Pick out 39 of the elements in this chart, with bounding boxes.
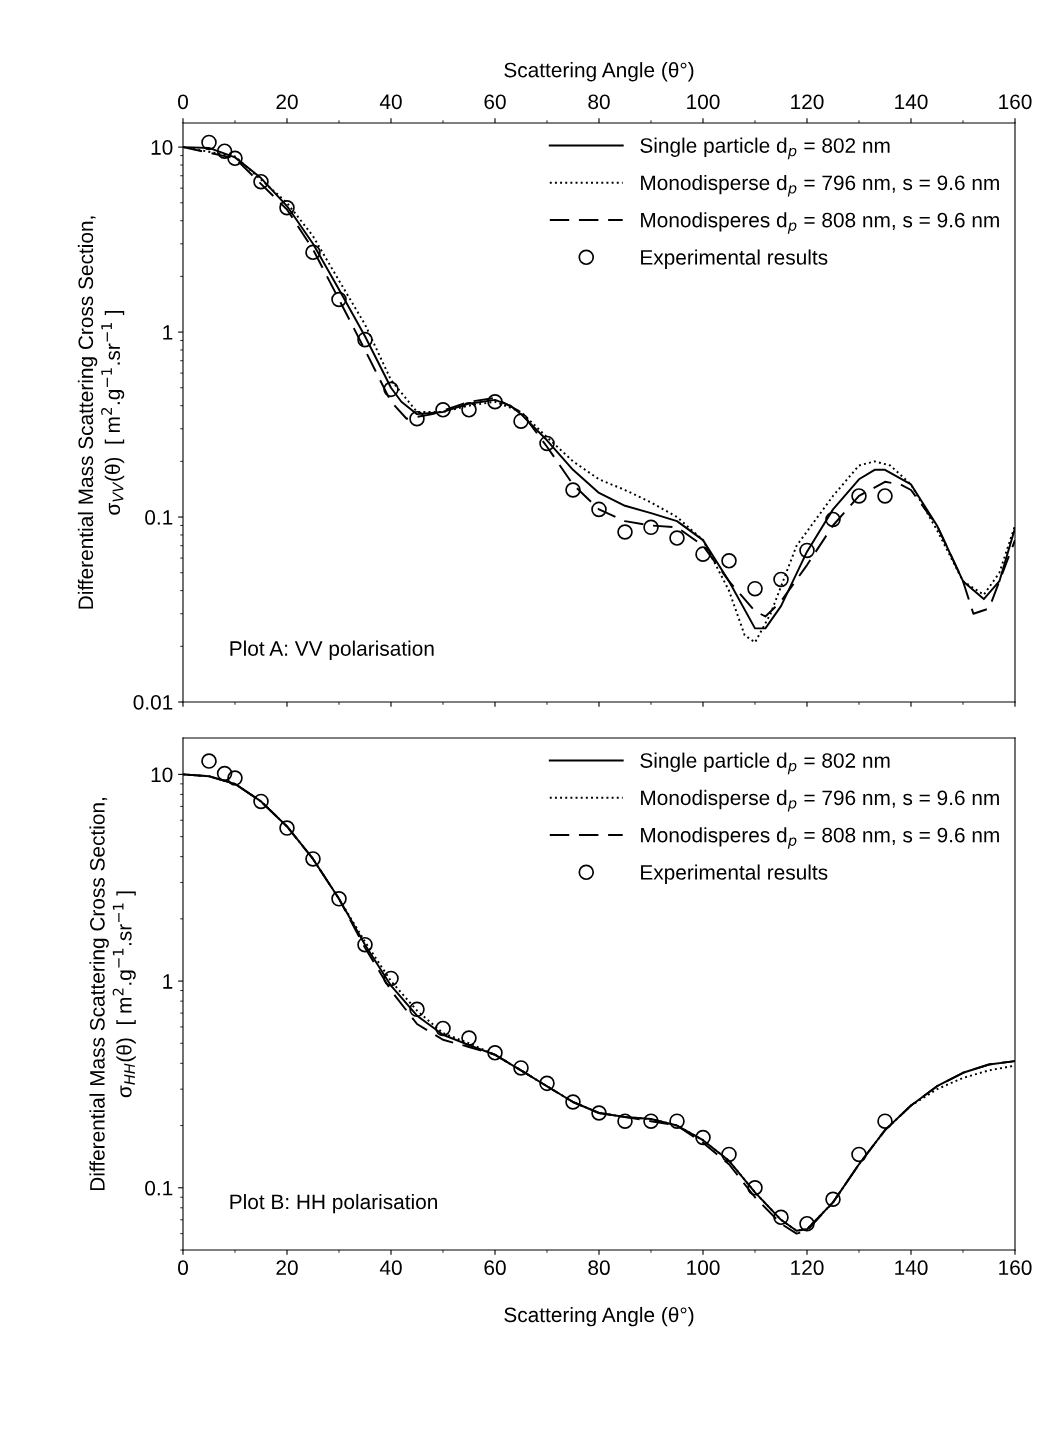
annotation: Plot B: HH polarisation: [230, 1193, 437, 1214]
x-tick-label: 40: [379, 1260, 402, 1276]
legend-label: Single particle d$_{p}$ = 802 nm: [640, 137, 890, 160]
x-axis-title: Scattering Angle (θ°): [504, 62, 694, 82]
legend-label: Experimental results: [641, 249, 828, 269]
x-tick-label: 140: [895, 1260, 928, 1276]
x-tick-label: 160: [999, 94, 1032, 110]
x-tick-label: 100: [687, 1260, 720, 1276]
x-tick-label: 120: [791, 94, 824, 110]
y-tick-label: 1: [163, 325, 173, 340]
y-tick-label: 0.1: [145, 510, 173, 525]
legend-label: Monodisperse d$_{p}$ = 796 nm, s = 9.6 nm: [641, 174, 999, 197]
legend-label: Monodisperes d$_{p}$ = 808 nm, s = 9.6 nm: [641, 827, 999, 849]
legend-label: Monodisperse d$_{p}$ = 796 nm, s = 9.6 nm: [641, 789, 999, 812]
y-tick-label: 1: [163, 974, 173, 989]
text: Differential Mass Scattering Cross Section, σ$_{VV}$(θ) [ m$^{2}$.g$^{−1}$.sr$^{−1}$ ]: [77, 216, 125, 609]
x-tick-label: 80: [588, 94, 610, 110]
x-tick-label: 0: [178, 1260, 188, 1276]
x-tick-label: 160: [999, 1260, 1032, 1276]
y-tick-label: 10: [151, 767, 173, 783]
x-tick-label: 140: [895, 94, 928, 110]
x-tick-label: 20: [276, 94, 298, 110]
y-tick-label: 0.1: [145, 1180, 173, 1196]
x-tick-label: 100: [687, 94, 720, 110]
legend-label: Monodisperes d$_{p}$ = 808 nm, s = 9.6 nm: [641, 212, 999, 234]
x-axis-title: Scattering Angle (θ°): [504, 1306, 694, 1327]
x-tick-label: 80: [588, 1260, 610, 1276]
legend-label: Single particle d$_{p}$ = 802 nm: [640, 752, 890, 775]
annotation: Plot A: VV polarisation: [230, 640, 434, 660]
legend-label: Experimental results: [641, 864, 828, 884]
x-tick-label: 0: [178, 94, 188, 110]
text: Differential Mass Scattering Cross Section, σ$_{HH}$(θ) [ m$^{2}$.g$^{−1}$.sr$^{−1}$ ]: [89, 798, 136, 1191]
y-tick-label: 0.01: [133, 695, 173, 710]
x-tick-label: 120: [791, 1260, 824, 1276]
x-tick-label: 60: [484, 94, 506, 110]
x-tick-label: 40: [379, 94, 402, 110]
x-tick-label: 20: [276, 1260, 298, 1276]
x-tick-label: 60: [484, 1260, 506, 1276]
y-tick-label: 10: [151, 140, 173, 155]
